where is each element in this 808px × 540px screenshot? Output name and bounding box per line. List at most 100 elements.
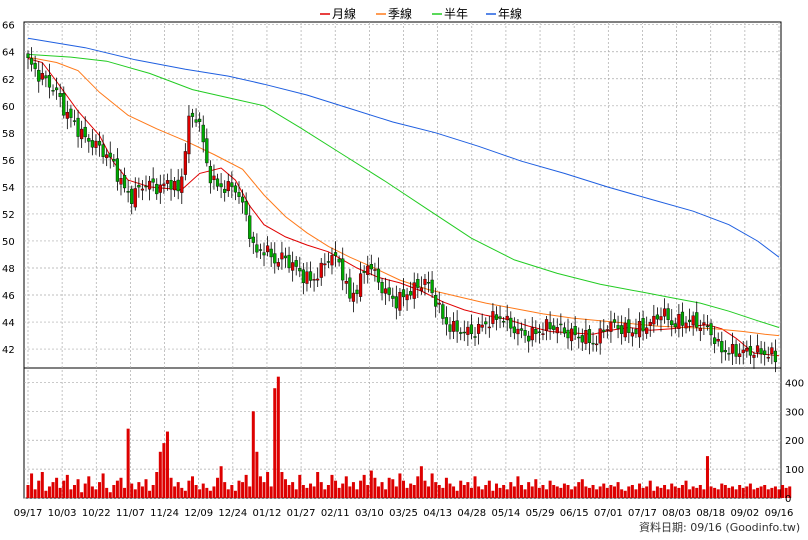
x-tick-label: 01/27 — [287, 508, 316, 519]
candle-body — [108, 152, 112, 158]
volume-bar — [233, 490, 237, 498]
volume-bar — [677, 487, 681, 498]
y-tick-label: 54 — [2, 183, 15, 194]
candle-body — [670, 320, 674, 326]
candle-body — [305, 271, 309, 284]
candle-body — [419, 287, 423, 292]
candle-body — [652, 315, 656, 325]
volume-bar — [255, 451, 259, 498]
volume-bar — [291, 482, 295, 498]
x-tick-label: 05/29 — [526, 508, 555, 519]
candle-body — [158, 184, 162, 193]
volume-bar — [409, 483, 413, 498]
x-tick-label: 10/03 — [48, 508, 77, 519]
volume-bar — [148, 490, 152, 498]
volume-bar — [695, 487, 699, 498]
candle-body — [273, 253, 277, 264]
volume-bar — [151, 485, 155, 498]
volume-bar — [559, 487, 563, 498]
volume-bar — [312, 486, 316, 498]
volume-bar — [40, 472, 44, 498]
volume-bar — [180, 487, 184, 498]
candle-body — [412, 282, 416, 299]
candle-body — [620, 325, 624, 334]
volume-bar — [688, 489, 692, 498]
ma-line — [27, 56, 780, 337]
candle-body — [641, 318, 645, 332]
volume-bar — [165, 431, 169, 498]
candle-body — [401, 289, 406, 298]
volume-bar — [294, 489, 298, 498]
volume-bar — [638, 483, 642, 498]
candle-body — [637, 321, 642, 338]
candle-body — [605, 329, 609, 331]
price-panel-frame — [23, 21, 782, 369]
candle-body — [65, 111, 69, 119]
volume-bar — [47, 486, 51, 498]
volume-tick-label: 400 — [785, 378, 804, 389]
candle-body — [198, 118, 202, 122]
candle-body — [587, 329, 592, 343]
candle-body — [369, 264, 373, 270]
volume-bar — [530, 486, 534, 498]
candle-body — [165, 180, 170, 184]
volume-bar — [577, 482, 581, 498]
volume-bar — [65, 474, 69, 498]
volume-bar — [759, 486, 763, 498]
volume-bar — [763, 485, 767, 498]
candle-body — [609, 321, 613, 332]
volume-bar — [33, 489, 37, 498]
candle-body — [748, 346, 752, 356]
candle-body — [219, 183, 223, 188]
volume-bar — [398, 473, 402, 498]
candle-body — [541, 333, 545, 335]
candlesticks — [26, 47, 778, 373]
volume-bar — [405, 487, 409, 498]
volume-bar — [534, 479, 538, 498]
candle-body — [648, 322, 652, 326]
candle-body — [763, 350, 767, 355]
volume-bar — [144, 479, 148, 498]
volume-bar — [691, 486, 695, 498]
volume-bar — [205, 487, 209, 498]
volume-bar — [545, 489, 549, 498]
volume-bar — [305, 487, 309, 498]
candle-body — [505, 315, 509, 321]
volume-bar — [94, 489, 98, 498]
volume-bar — [216, 477, 220, 498]
volume-bar — [516, 476, 520, 498]
volume-bar — [244, 474, 248, 498]
candle-body — [376, 268, 381, 283]
volume-bar — [276, 376, 280, 498]
volume-bar — [562, 483, 566, 498]
candle-body — [434, 295, 438, 307]
candle-body — [162, 183, 166, 186]
candle-body — [477, 323, 481, 334]
x-tick-label: 03/25 — [389, 508, 418, 519]
volume-bar — [480, 489, 484, 498]
volume-bar — [326, 485, 330, 498]
volume-bar — [226, 489, 230, 498]
volume-bar — [72, 485, 76, 498]
volume-bar — [616, 482, 620, 498]
candle-body — [40, 73, 44, 80]
volume-bar — [376, 486, 380, 498]
volume-bar — [705, 456, 709, 498]
candle-body — [126, 190, 130, 193]
x-tick-label: 03/10 — [355, 508, 384, 519]
candle-body — [348, 277, 352, 299]
candle-body — [469, 324, 474, 334]
volume-bar — [62, 480, 66, 498]
volume-tick-label: 300 — [785, 407, 804, 418]
candle-body — [738, 353, 742, 357]
candle-body — [773, 350, 778, 363]
volume-bar — [784, 487, 788, 498]
volume-bar — [663, 485, 667, 498]
volume-bar — [123, 487, 127, 498]
candle-body — [673, 323, 677, 328]
candle-body — [72, 120, 77, 122]
candle-body — [627, 319, 631, 333]
volume-bar — [502, 485, 506, 498]
volume-bar — [194, 485, 198, 498]
candle-body — [29, 58, 34, 65]
